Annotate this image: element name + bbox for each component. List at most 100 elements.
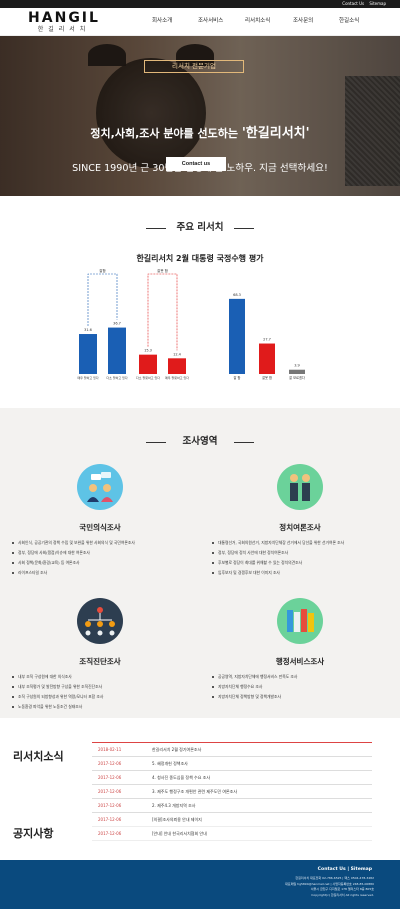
news-text: 4. 청사진 종도심을 정책 수요 조사 xyxy=(152,775,211,780)
nav-item-hangil-news[interactable]: 한길소식 xyxy=(339,18,360,24)
news-date: 2017-12-06 xyxy=(98,789,122,794)
area-card-administration[interactable]: 행정서비스조사 공공영역, 지방자치단체에 행정서비스 만족도 조사 지방자치단… xyxy=(210,598,390,702)
area-title: 정치여론조사 xyxy=(279,523,321,532)
news-text: 5. 혜정개헌 정책조사 xyxy=(152,761,188,766)
top-utility-bar: Contact Us Sitemap xyxy=(0,0,400,8)
footer-line: 대표메일 hg5890@hanmail.net | 사업자등록번호 248-85… xyxy=(285,881,374,886)
survey-areas-section: 조사영역 국민의식조사 사회인식, 공공기관의 정책 수립 및 보완을 위한 사… xyxy=(0,408,400,718)
list-item: 지방자치단체 정책방향 및 정책개발조사 xyxy=(210,692,390,702)
research-chart: 31.6 매우 잘하고 있다 36.7 다소 잘하고 있다 잘함 15.3 다소 잘못하고 … xyxy=(77,268,305,380)
chart-category-label: 잘 모르겠다 xyxy=(289,375,305,380)
logo[interactable]: HANGIL 한길리서치 xyxy=(28,10,100,34)
politicians-icon xyxy=(277,464,323,510)
news-date: 2017-12-06 xyxy=(98,803,122,808)
people-chat-icon xyxy=(77,464,123,510)
news-text: 2. 제주4.3 개방지역 조사 xyxy=(152,803,196,808)
list-item: 대통령선거, 국회의원선거, 지방자치단체장 선거에서 당선을 위한 선거여론 … xyxy=(210,538,390,548)
research-section-title: 주요 리서치 xyxy=(0,221,400,235)
footer-line: 서울시 금천구 디지털로 178 엘리스타 8층 805호 xyxy=(310,887,374,891)
main-nav: 회사소개 조사서비스 리서치소식 조사문의 한길소식 xyxy=(130,16,400,28)
contact-us-button[interactable]: Contact us xyxy=(166,157,226,171)
list-item: 정부, 정당에 사회(쟁점)이슈에 대한 여론조사 xyxy=(10,548,190,558)
contact-us-link[interactable]: Contact Us xyxy=(342,1,365,6)
table-row[interactable]: 2017-12-06 5. 혜정개헌 정책조사 xyxy=(92,757,372,771)
table-row[interactable]: 2018-02-11 한길리서치 2월 정기여론조사 xyxy=(92,743,372,757)
chart-bar xyxy=(79,334,97,374)
table-row[interactable]: 2017-12-06 2. 제주4.3 개방지역 조사 xyxy=(92,799,372,813)
research-news-title[interactable]: 리서치소식 xyxy=(13,750,64,763)
chart-category-label: 매우 잘하고 있다 xyxy=(77,375,98,380)
news-text: 3. 제주도 행정구조 개편안 관련 제주도민 여론조사 xyxy=(152,789,238,794)
news-text: 한길리서치 2월 정기여론조사 xyxy=(152,747,202,752)
footer-info: 한길리서치 대표전화 02-786-6525 | 팩스 0504-478-348… xyxy=(234,876,374,898)
hero-banner: 리서치 전문기업 정치,사회,조사 분야를 선도하는 '한길리서치' SINCE… xyxy=(0,36,400,196)
list-item: 지방자치단체 행정수요 조사 xyxy=(210,682,390,692)
area-card-organization[interactable]: 조직진단조사 내부 조직 구성원에 대한 의식조사 내부 조직평가 및 발전방향… xyxy=(10,598,190,712)
hero-title: 정치,사회,조사 분야를 선도하는 '한길리서치' xyxy=(0,122,400,141)
nav-item-research-news[interactable]: 리서치소식 xyxy=(245,18,271,24)
footer-links[interactable]: Contact Us | Sitemap xyxy=(317,867,372,872)
chart-value-label: 27.7 xyxy=(263,338,271,342)
chart-category-label: 다소 잘하고 있다 xyxy=(106,375,127,380)
chart-value-label: 68.3 xyxy=(233,293,241,297)
chart-title: 한길리서치 2월 대통령 국정수행 평가 xyxy=(136,254,264,263)
chart-value-label: 12.4 xyxy=(173,352,182,356)
chart-group-label: 잘함 xyxy=(99,268,106,273)
chart-bracket xyxy=(147,273,178,351)
area-bullets: 공공영역, 지방자치단체에 행정서비스 만족도 조사 지방자치단체 행정수요 조… xyxy=(210,672,390,702)
list-item: 입후보자 및 경쟁후보 대한 이미지 조사 xyxy=(210,568,390,578)
table-row[interactable]: 2017-12-06 [의결]조사의뢰용 안내 제이지 xyxy=(92,813,372,827)
news-date: 2017-12-06 xyxy=(98,775,122,780)
area-title: 조직진단조사 xyxy=(79,657,121,666)
chart-bar xyxy=(168,358,186,374)
area-bullets: 대통령선거, 국회의원선거, 지방자치단체장 선거에서 당선을 위한 선거여론 … xyxy=(210,538,390,578)
news-date: 2018-02-11 xyxy=(98,747,122,752)
chart-category-label: 다소 잘못하고 있다 xyxy=(136,375,160,380)
news-text: [의결]조사의뢰용 안내 제이지 xyxy=(152,817,202,822)
nav-item-company[interactable]: 회사소개 xyxy=(152,18,173,24)
logo-sub: 한길리서치 xyxy=(37,26,91,33)
notice-title[interactable]: 공지사항 xyxy=(13,827,54,840)
list-item: 내부 조직평가 및 발전방향 구상을 위한 조직진단조사 xyxy=(10,682,190,692)
news-date: 2017-12-06 xyxy=(98,831,122,836)
list-item: 공공영역, 지방자치단체에 행정서비스 만족도 조사 xyxy=(210,672,390,682)
list-item: 사회 정책(문화/환경/교육) 등 여론조사 xyxy=(10,558,190,568)
hero-title-prefix: 정치,사회,조사 분야를 선도하는 xyxy=(90,127,238,140)
news-date: 2017-12-06 xyxy=(98,761,122,766)
chart-value-label: 31.6 xyxy=(84,328,92,332)
chart-category-label: 잘 함 xyxy=(234,375,241,380)
chart-summary-bar xyxy=(229,298,245,374)
org-chart-icon xyxy=(77,598,123,644)
chart-bracket xyxy=(87,273,118,327)
nav-item-services[interactable]: 조사서비스 xyxy=(198,18,224,24)
chart-bar xyxy=(139,354,157,374)
news-text: [안내] 안내 한국리서치협회 안내 xyxy=(152,831,207,836)
news-section: 리서치소식 공지사항 2018-02-11 한길리서치 2월 정기여론조사 201… xyxy=(0,718,400,860)
area-title: 행정서비스조사 xyxy=(275,657,325,666)
clock-image xyxy=(96,58,206,168)
chart-summary-bar xyxy=(289,369,305,374)
books-icon xyxy=(277,598,323,644)
chart-category-label: 매우 잘못하고 있다 xyxy=(165,375,189,380)
list-item: 조직 구성원의 되방향성과 위한 역량/모니터 포함 조사 xyxy=(10,692,190,702)
list-item: 내부 조직 구성원에 대한 의식조사 xyxy=(10,672,190,682)
area-bullets: 사회인식, 공공기관의 정책 수립 및 보완을 위한 사회의식 및 국민여론조사… xyxy=(10,538,190,578)
table-row[interactable]: 2017-12-06 3. 제주도 행정구조 개편안 관련 제주도민 여론조사 xyxy=(92,785,372,799)
list-item: 라이프스타일 조사 xyxy=(10,568,190,578)
hero-title-brand: '한길리서치' xyxy=(241,126,310,141)
news-list: 2018-02-11 한길리서치 2월 정기여론조사 2017-12-06 5. 혜… xyxy=(92,742,372,841)
table-row[interactable]: 2017-12-06 4. 청사진 종도심을 정책 수요 조사 xyxy=(92,771,372,785)
list-item: 정부, 정당에 정치 사안에 대한 정치여론조사 xyxy=(210,548,390,558)
clock-bell-left xyxy=(88,44,126,66)
nav-item-inquiry[interactable]: 조사문의 xyxy=(293,18,314,24)
area-card-public[interactable]: 국민의식조사 사회인식, 공공기관의 정책 수립 및 보완을 위한 사회의식 및… xyxy=(10,464,190,578)
area-title: 국민의식조사 xyxy=(79,523,121,532)
chart-summary-bar xyxy=(259,343,275,374)
footer-line: Copyright(c) 한길리서치 All rights reserved. xyxy=(311,892,374,897)
sitemap-link[interactable]: Sitemap xyxy=(369,1,386,6)
pen-cup-image xyxy=(345,76,400,186)
table-row[interactable]: 2017-12-06 [안내] 안내 한국리서치협회 안내 xyxy=(92,827,372,841)
footer: Contact Us | Sitemap 한길리서치 대표전화 02-786-6… xyxy=(0,860,400,909)
chart-category-label: 잘못 함 xyxy=(262,375,272,380)
area-card-politics[interactable]: 정치여론조사 대통령선거, 국회의원선거, 지방자치단체장 선거에서 당선을 위… xyxy=(210,464,390,578)
